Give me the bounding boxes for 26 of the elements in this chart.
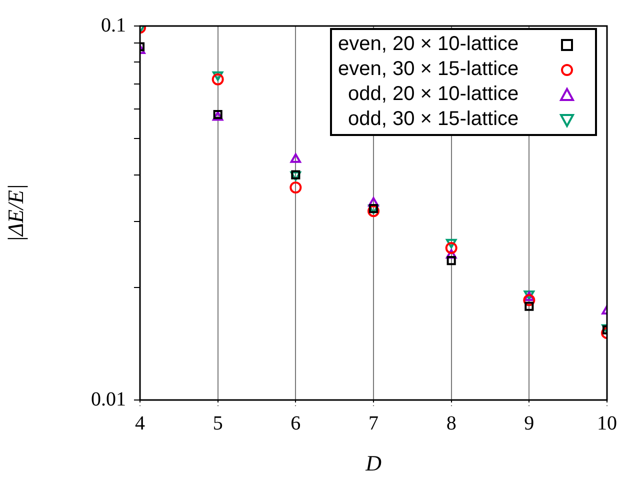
point bbox=[212, 73, 224, 86]
y-tick-label: 0.1 bbox=[101, 14, 126, 36]
y-axis-title: |ΔE/E| bbox=[2, 184, 28, 242]
legend-label: even, 30 × 15-lattice bbox=[338, 57, 519, 82]
x-tick-label: 4 bbox=[135, 412, 145, 434]
y-tick-label: 0.01 bbox=[91, 388, 126, 410]
x-tick-label: 9 bbox=[524, 412, 534, 434]
point bbox=[212, 71, 224, 81]
legend-label: odd, 20 × 10-lattice bbox=[348, 82, 519, 107]
point bbox=[290, 153, 301, 163]
legend-label: even, 20 × 10-lattice bbox=[338, 32, 519, 57]
x-tick-label: 6 bbox=[290, 412, 301, 434]
x-tick-label: 10 bbox=[597, 412, 617, 434]
point bbox=[446, 256, 456, 266]
point bbox=[445, 242, 458, 254]
point bbox=[446, 238, 457, 248]
point bbox=[446, 249, 457, 259]
x-tick-label: 8 bbox=[446, 412, 456, 434]
point bbox=[290, 181, 302, 194]
point bbox=[368, 197, 379, 207]
x-tick-label: 5 bbox=[212, 412, 223, 434]
point bbox=[524, 302, 534, 311]
x-tick-label: 7 bbox=[368, 412, 378, 434]
legend-label: odd, 30 × 15-lattice bbox=[348, 107, 519, 132]
x-axis-title: D bbox=[364, 450, 382, 476]
point bbox=[523, 294, 536, 306]
